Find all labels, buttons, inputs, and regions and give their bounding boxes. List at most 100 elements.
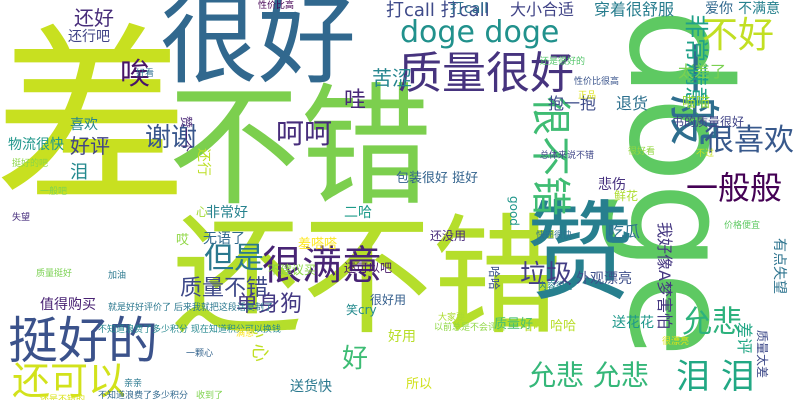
cloud-word: 赞 [526,191,635,316]
cloud-word: 内容很好 [538,282,575,292]
cloud-word: 很喜欢 [704,123,794,158]
cloud-word: 心 [196,205,209,219]
cloud-word: 非常好 [206,205,248,221]
cloud-word: 好看 [136,69,155,79]
cloud-word: 好 [342,344,369,374]
cloud-word: 物流很快 [8,137,64,153]
cloud-word: 不建议买 [268,263,317,277]
cloud-word: 差评 [735,322,754,355]
cloud-word: 二哈 [344,205,372,221]
cloud-word: 还是不错的 [40,395,86,400]
cloud-word: 不知道浪费了多少积分 [98,391,189,400]
cloud-word: 还行吧 [68,29,110,45]
cloud-word: 谢谢 [145,123,198,153]
cloud-word: 加油 [108,271,127,281]
cloud-word: 送花花 [612,315,654,331]
cloud-word: 哈哈 哈哈 [520,319,577,334]
cloud-word: good [507,196,521,226]
cloud-word: 正品 [578,91,597,101]
cloud-word: 垃圾 [520,260,573,290]
cloud-word: 质量挺好 [36,269,73,279]
cloud-word: 所以 [406,377,433,392]
cloud-word: 苦涩 [372,66,412,90]
cloud-word: 悲伤 [598,177,626,193]
cloud-word: 不知道浪费了多少积分 现在知道积分可以换钱 [98,325,281,335]
cloud-word: 打call 打call [386,0,490,21]
cloud-word: 有点失望 [771,238,787,294]
cloud-word: 鲜花 [614,189,639,203]
cloud-word: 包装很好 挺好 [396,171,479,186]
cloud-word: 爱你 [705,1,733,17]
cloud-word: 喵喵 [682,95,710,111]
cloud-word: 太差了 [678,62,727,81]
cloud-word: 羞嗒嗒 [298,237,338,252]
cloud-word: 吃瓜 [608,222,641,241]
cloud-word: 大小合适 [510,0,575,19]
cloud-word: 还行 [195,148,211,176]
cloud-word: 还可以吧 [344,261,393,275]
cloud-word: 书的质量很好 [672,115,745,129]
cloud-word: 还可以 [12,359,127,400]
cloud-word: 打call [450,1,489,17]
cloud-word: 但是 [204,241,264,276]
cloud-word: 单身狗 [236,292,303,317]
cloud-word: 还是很好的 [540,57,586,67]
cloud-word: 性价比很高 [574,77,620,87]
cloud-word: 质量不错 [180,276,269,301]
cloud-word: 穿着很舒服 [594,0,675,19]
cloud-word: 还没用 [430,229,467,243]
cloud-word: 总体来说不错 [540,151,595,161]
cloud-word: 抱一抱 [548,94,597,113]
cloud-word: 唉 [120,57,150,92]
cloud-word: 好评 [70,134,110,158]
cloud-word: 喜欢 [70,117,98,133]
cloud-word: 很满意 [262,243,382,289]
cloud-word: doge doge [400,15,560,50]
cloud-word: 允悲 [682,305,742,340]
cloud-word: 不满意 [738,1,780,17]
cloud-word: 哎 [176,233,190,248]
cloud-word: 价格便宜 [724,221,761,231]
cloud-word: 我好像A梦害怕 [655,222,674,329]
cloud-word: 一颗心 [186,349,214,359]
cloud-word: 赞一个 [179,116,193,153]
cloud-word: 性价比高 [258,1,295,11]
cloud-word: 质量太差 [755,330,769,379]
cloud-word: 很漂亮 [662,337,690,347]
cloud-word: 很好用 [370,293,407,307]
cloud-word: 哈哈 [487,266,501,291]
cloud-word: 不好 [702,15,775,56]
cloud-word: 大家要 [438,313,466,323]
cloud-word: 质量很好 [398,48,574,99]
cloud-word: 一般吧 [40,187,68,197]
cloud-word: 还好 [74,6,114,30]
cloud-word: 退货 [616,94,649,113]
cloud-word: 哇 [344,88,367,113]
cloud-word: 泪 [70,162,88,183]
cloud-word: 很好看 [628,147,656,157]
cloud-word: 一般般 [686,169,783,207]
cloud-word: 收到了 [196,391,224,400]
cloud-word: 很好 [160,0,357,98]
cloud-word: 外观漂亮 [576,271,632,287]
cloud-word: 不过 [696,149,715,159]
cloud-word: 挺好的吧 [12,159,49,169]
cloud-word: 亲亲 [124,379,143,389]
cloud-word: 泪 泪 [676,357,755,397]
cloud-word: 失望 [12,213,31,223]
cloud-word: 无语了 [203,231,245,247]
cloud-word: 快递很快 [536,231,573,241]
cloud-word: 就是好好评价了 后来我就把这段话复制了 [108,303,273,313]
cloud-word: 呵呵 [276,117,333,150]
cloud-word: 笑cry [346,303,377,317]
cloud-word: 不错 [168,71,432,225]
cloud-word: 值得购买 [40,297,96,313]
cloud-word: 好用 [388,329,416,345]
cloud-word: 质量好 [494,317,534,332]
cloud-word: 差 [0,6,189,233]
cloud-word: 还不错 [172,201,563,353]
cloud-word: 以前总是不会评价 [434,323,507,333]
cloud-word: 送货快 [290,379,332,395]
cloud-word: 挺好的 [8,312,158,370]
